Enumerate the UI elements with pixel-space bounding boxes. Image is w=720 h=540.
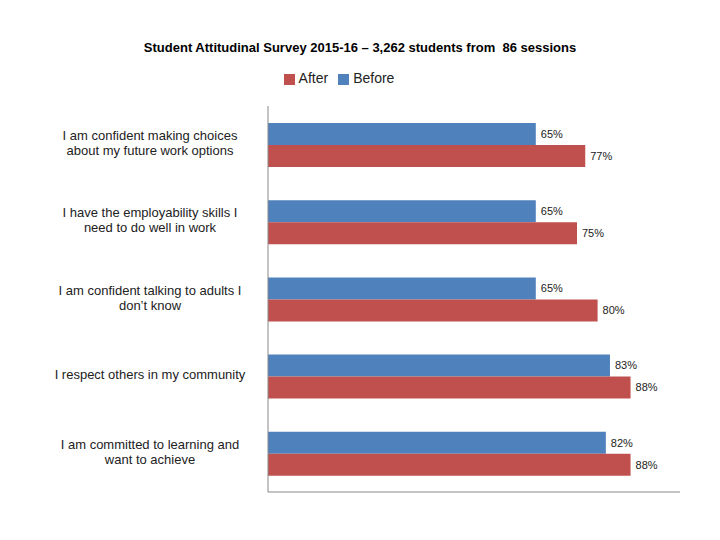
svg-text:I am confident making choicesa: I am confident making choicesabout my fu… (63, 129, 238, 159)
svg-text:65%: 65% (541, 282, 563, 294)
svg-text:82%: 82% (611, 437, 633, 449)
html-text:Before: Before (353, 70, 395, 86)
svg-text:80%: 80% (603, 304, 625, 316)
svg-text:83%: 83% (615, 359, 637, 371)
svg-text:75%: 75% (582, 227, 604, 239)
svg-text:77%: 77% (590, 150, 612, 162)
svg-text:65%: 65% (541, 205, 563, 217)
svg-text:I am confident talking to adul: I am confident talking to adults Idon’t … (59, 283, 242, 313)
html-text:After: After (298, 70, 329, 86)
svg-text:88%: 88% (636, 459, 658, 471)
html-text:Student Attitudinal Survey 201: Student Attitudinal Survey 2015-16 – 3,2… (143, 40, 577, 55)
svg-text:I have the employability skill: I have the employability skills Ineed to… (63, 206, 238, 236)
svg-text:65%: 65% (541, 128, 563, 140)
svg-text:I am committed to learning and: I am committed to learning andwant to ac… (61, 437, 239, 467)
svg-text:I respect others in my communi: I respect others in my community (55, 368, 246, 383)
svg-text:88%: 88% (636, 381, 658, 393)
